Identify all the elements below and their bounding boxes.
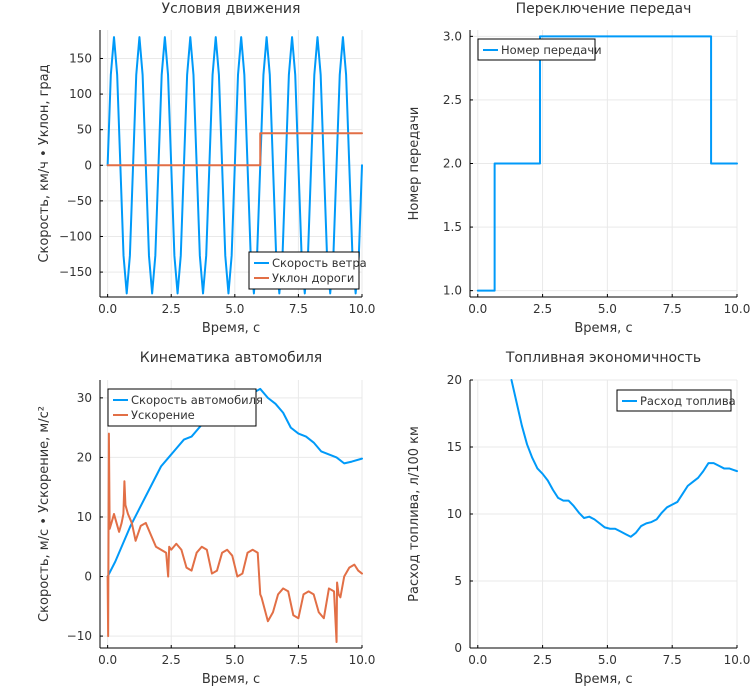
x-axis-label: Время, с bbox=[202, 321, 260, 336]
x-axis-label: Время, с bbox=[202, 672, 260, 687]
y-tick-label: 5 bbox=[454, 574, 462, 588]
y-tick-label: 20 bbox=[77, 450, 92, 464]
y-axis-label: Номер передачи bbox=[407, 107, 422, 221]
y-tick-label: 2.5 bbox=[443, 93, 462, 107]
y-axis-label: Скорость, км/ч • Уклон, град bbox=[37, 64, 52, 262]
y-tick-label: 0 bbox=[84, 158, 92, 172]
y-tick-label: 3.0 bbox=[443, 29, 462, 43]
y-tick-label: 30 bbox=[77, 391, 92, 405]
x-tick-label: 7.5 bbox=[289, 653, 308, 667]
y-axis-label: Расход топлива, л/100 км bbox=[407, 426, 422, 602]
chart-title: Условия движения bbox=[162, 1, 301, 17]
x-tick-label: 2.5 bbox=[533, 302, 552, 316]
legend-label: Номер передачи bbox=[501, 43, 602, 57]
x-tick-label: 5.0 bbox=[598, 302, 617, 316]
y-tick-label: 10 bbox=[77, 510, 92, 524]
chart-title: Кинематика автомобиля bbox=[140, 350, 322, 366]
x-tick-label: 7.5 bbox=[663, 302, 682, 316]
x-tick-label: 0.0 bbox=[468, 653, 487, 667]
y-tick-label: −50 bbox=[67, 194, 92, 208]
y-tick-label: 10 bbox=[447, 507, 462, 521]
chart-panel-1: 0.0 2.5 5.0 7.5 10.0 −150 −100 −50 0 50 100 150 Усло… bbox=[37, 1, 375, 336]
x-tick-label: 7.5 bbox=[663, 653, 682, 667]
legend-label: Уклон дороги bbox=[272, 271, 354, 285]
legend: Расход топлива bbox=[616, 389, 736, 412]
series-line-1 bbox=[476, 35, 738, 292]
y-tick-label: −100 bbox=[59, 229, 92, 243]
y-tick-label: 20 bbox=[447, 373, 462, 387]
x-tick-label: 10.0 bbox=[349, 302, 376, 316]
chart-panel-3: 0.0 2.5 5.0 7.5 10.0 −10 0 10 20 30 Кинематика авт… bbox=[37, 350, 375, 687]
x-tick-label: 5.0 bbox=[598, 653, 617, 667]
y-tick-label: 15 bbox=[447, 440, 462, 454]
legend-box bbox=[107, 388, 257, 427]
series-line-1 bbox=[510, 379, 738, 538]
legend-box bbox=[248, 251, 360, 290]
x-tick-label: 2.5 bbox=[162, 302, 181, 316]
x-axis-label: Время, с bbox=[574, 321, 632, 336]
chart-title: Топливная экономичность bbox=[505, 350, 701, 366]
y-tick-label: 2.0 bbox=[443, 157, 462, 171]
y-tick-label: −10 bbox=[67, 629, 92, 643]
x-tick-label: 2.5 bbox=[162, 653, 181, 667]
legend-box bbox=[616, 389, 732, 412]
x-tick-label: 0.0 bbox=[468, 302, 487, 316]
y-tick-label: 0 bbox=[84, 570, 92, 584]
grid-lines bbox=[470, 379, 738, 649]
series-line-2 bbox=[106, 432, 363, 644]
y-tick-label: 1.5 bbox=[443, 220, 462, 234]
y-tick-label: 150 bbox=[69, 51, 92, 65]
chart-panel-4: 0.0 2.5 5.0 7.5 10.0 0 5 10 15 20 Топливная эконом… bbox=[407, 350, 750, 687]
legend-label: Ускорение bbox=[131, 408, 195, 422]
y-tick-label: 100 bbox=[69, 87, 92, 101]
y-axis-label: Скорость, м/с • Ускорение, м/с² bbox=[37, 406, 52, 622]
x-tick-label: 10.0 bbox=[349, 653, 376, 667]
legend-label: Скорость автомобиля bbox=[131, 393, 263, 407]
y-tick-label: 50 bbox=[77, 123, 92, 137]
x-tick-label: 2.5 bbox=[533, 653, 552, 667]
x-tick-label: 5.0 bbox=[225, 653, 244, 667]
x-tick-label: 5.0 bbox=[225, 302, 244, 316]
x-tick-label: 7.5 bbox=[289, 302, 308, 316]
legend-box bbox=[477, 38, 596, 61]
series-line-2 bbox=[106, 132, 363, 167]
legend: Номер передачи bbox=[477, 38, 602, 61]
y-tick-label: 0 bbox=[454, 641, 462, 655]
x-tick-label: 0.0 bbox=[98, 653, 117, 667]
x-tick-label: 10.0 bbox=[724, 653, 750, 667]
legend-label: Расход топлива bbox=[640, 394, 736, 408]
legend-label: Скорость ветра bbox=[272, 256, 367, 270]
chart-title: Переключение передач bbox=[516, 1, 692, 17]
chart-panel-2: 0.0 2.5 5.0 7.5 10.0 1.0 1.5 2.0 2.5 3.0 Переключе… bbox=[407, 1, 750, 336]
x-axis-label: Время, с bbox=[574, 672, 632, 687]
x-tick-label: 0.0 bbox=[98, 302, 117, 316]
y-tick-label: 1.0 bbox=[443, 284, 462, 298]
y-tick-label: −150 bbox=[59, 265, 92, 279]
x-tick-label: 10.0 bbox=[724, 302, 750, 316]
